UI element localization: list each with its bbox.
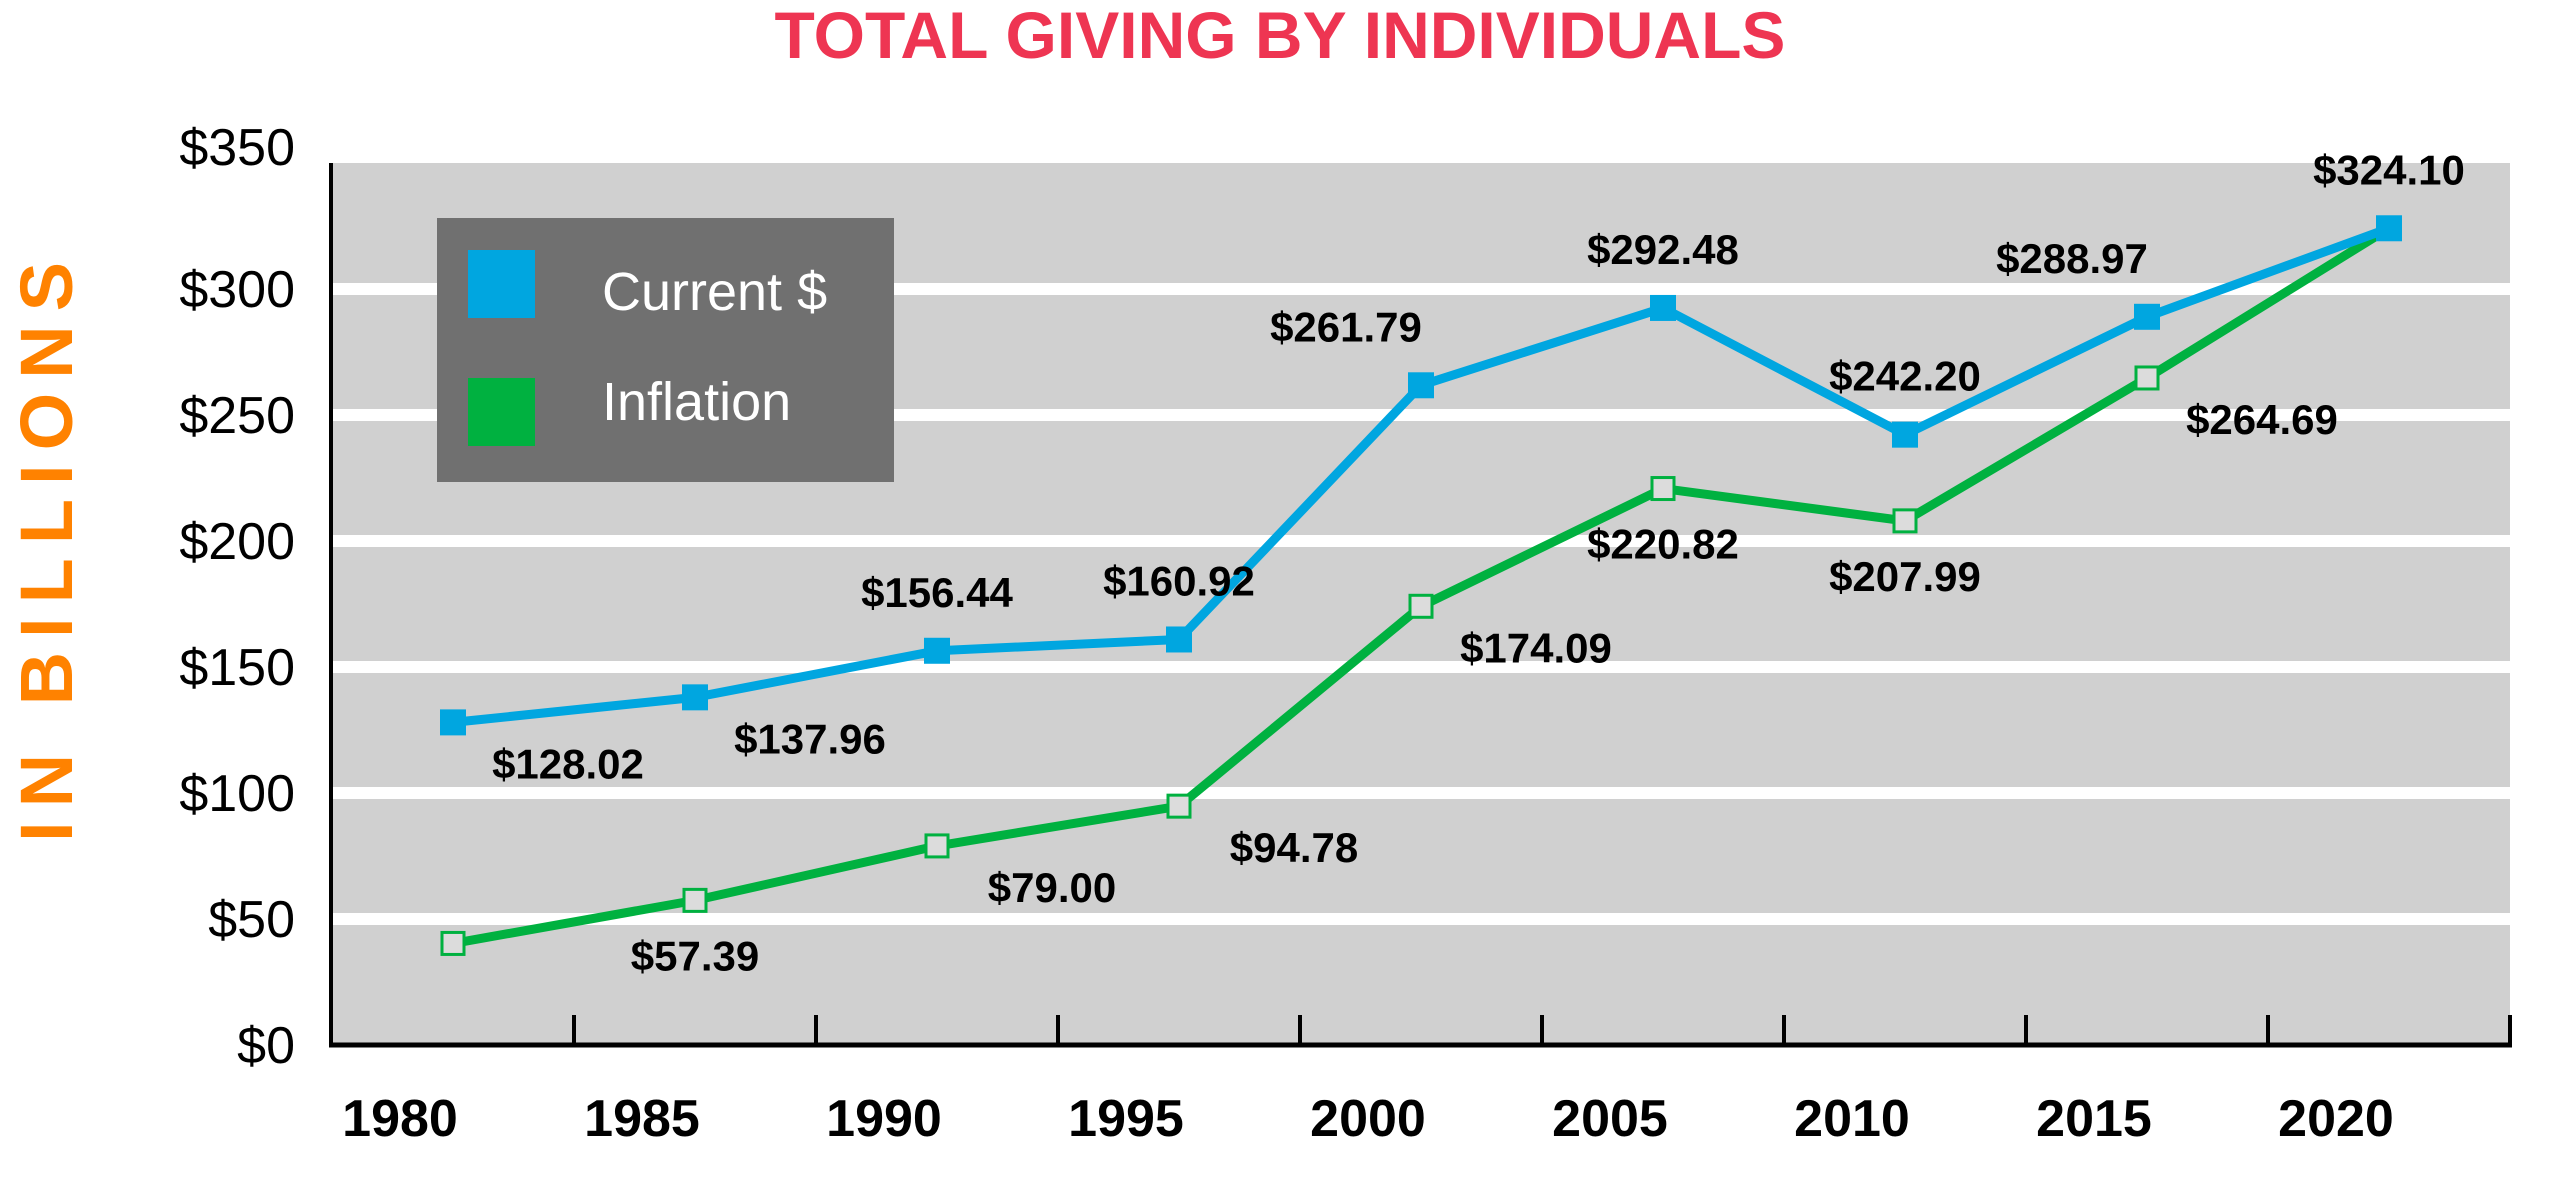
data-point-current xyxy=(1408,372,1434,399)
data-label-inflation: $79.00 xyxy=(988,864,1116,911)
data-point-inflation xyxy=(1650,476,1676,502)
y-axis-label: IN BILLIONS xyxy=(5,248,88,842)
x-tick-label: 2005 xyxy=(1552,1090,1668,1148)
chart-title: TOTAL GIVING BY INDIVIDUALS xyxy=(775,0,1786,72)
y-tick-label: $150 xyxy=(179,639,295,697)
x-tick-label: 1980 xyxy=(342,1090,458,1148)
data-label-inflation: $174.09 xyxy=(1460,624,1612,671)
data-point-current xyxy=(1650,294,1676,321)
data-label-current: $261.79 xyxy=(1270,303,1422,350)
data-point-current xyxy=(440,709,466,736)
data-point-inflation xyxy=(1892,508,1918,534)
y-tick-labels: $0 $50 $100 $150 $200 $250 $300 $350 xyxy=(179,119,295,1075)
x-tick-labels: 1980 1985 1990 1995 2000 2005 2010 2015 2020 xyxy=(342,1090,2394,1148)
axes xyxy=(329,163,2512,1048)
y-tick-label: $250 xyxy=(179,387,295,445)
data-point-inflation xyxy=(1408,593,1434,619)
legend-swatch-inflation xyxy=(468,378,535,446)
data-label-inflation: $94.78 xyxy=(1230,824,1358,871)
x-tick-label: 2000 xyxy=(1310,1090,1426,1148)
data-point-inflation xyxy=(924,833,950,859)
gridline xyxy=(332,913,2510,925)
data-labels: $128.02 $137.96 $156.44 $160.92 $261.79 $292.… xyxy=(492,146,2465,979)
data-point-inflation xyxy=(2134,365,2160,391)
x-tick-label: 1985 xyxy=(584,1090,700,1148)
x-tick-label: 2010 xyxy=(1794,1090,1910,1148)
data-point-inflation xyxy=(682,887,708,913)
gridline xyxy=(332,661,2510,673)
y-tick-label: $0 xyxy=(237,1017,295,1075)
data-point-current xyxy=(2134,303,2160,330)
data-point-inflation xyxy=(1166,793,1192,819)
data-label-current: $156.44 xyxy=(861,569,1013,616)
x-tick-label: 2015 xyxy=(2036,1090,2152,1148)
data-point-current xyxy=(682,684,708,711)
y-tick-label: $300 xyxy=(179,261,295,319)
y-tick-label: $350 xyxy=(179,119,295,177)
x-tick-label: 1995 xyxy=(1068,1090,1184,1148)
data-point-current xyxy=(1892,421,1918,448)
data-label-inflation: $264.69 xyxy=(2186,396,2338,443)
data-point-current xyxy=(924,637,950,664)
legend-label-inflation: Inflation xyxy=(602,372,791,432)
y-tick-label: $200 xyxy=(179,513,295,571)
x-tick-label: 2020 xyxy=(2278,1090,2394,1148)
data-label-inflation: $207.99 xyxy=(1829,553,1981,600)
gridline xyxy=(332,535,2510,547)
x-tick-label: 1990 xyxy=(826,1090,942,1148)
data-label-current: $324.10 xyxy=(2313,146,2465,193)
data-point-inflation xyxy=(440,930,466,956)
y-tick-label: $50 xyxy=(208,891,295,949)
series-layer xyxy=(440,215,2402,956)
data-label-current: $137.96 xyxy=(734,715,886,762)
data-label-current: $160.92 xyxy=(1103,557,1255,604)
legend-swatch-current xyxy=(468,250,535,318)
gridline xyxy=(332,787,2510,799)
data-label-inflation: $220.82 xyxy=(1587,521,1739,568)
legend: Current $ Inflation xyxy=(437,218,894,482)
y-tick-label: $100 xyxy=(179,765,295,823)
data-label-current: $288.97 xyxy=(1996,235,2148,282)
data-label-current: $242.20 xyxy=(1829,353,1981,400)
legend-label-current: Current $ xyxy=(602,262,827,322)
data-label-current: $292.48 xyxy=(1587,226,1739,273)
data-point-current xyxy=(2376,215,2402,242)
data-point-current xyxy=(1166,626,1192,653)
data-label-inflation: $57.39 xyxy=(631,932,759,979)
data-label-current: $128.02 xyxy=(492,740,644,787)
